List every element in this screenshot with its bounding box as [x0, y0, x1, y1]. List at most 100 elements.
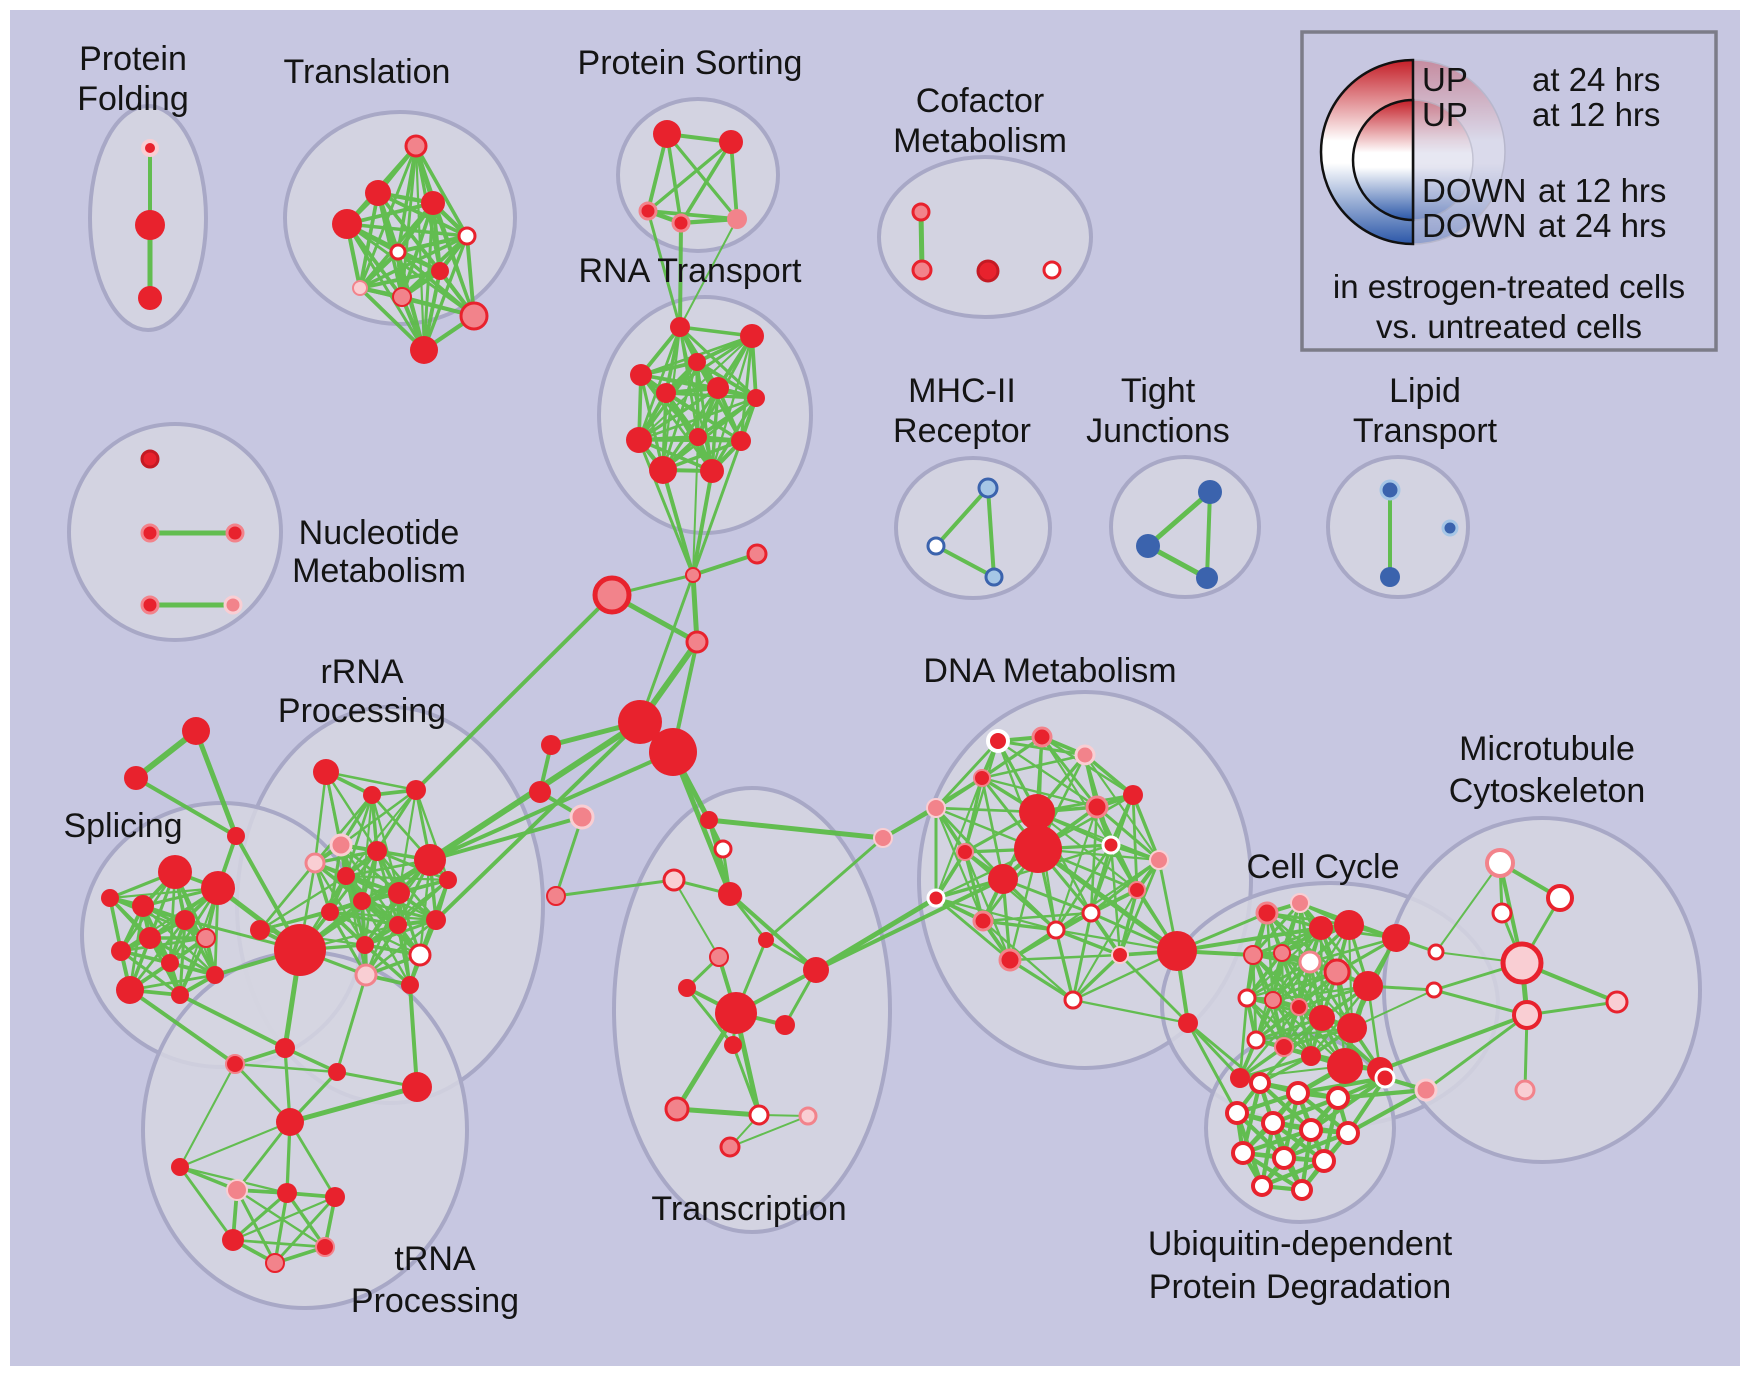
node-dna-metabolism-17[interactable]: [1046, 920, 1066, 940]
node-dna-metabolism-22[interactable]: [1063, 990, 1083, 1010]
node-translation-6[interactable]: [431, 262, 449, 280]
node-protein-folding-0[interactable]: [141, 139, 159, 157]
node-ubiquitin-degradation-9[interactable]: [1312, 1149, 1336, 1173]
node-rna-transport-10[interactable]: [649, 456, 677, 484]
node-rrna-processing-0[interactable]: [313, 759, 339, 785]
node-rna-transport-11[interactable]: [700, 459, 724, 483]
node-transcription-10[interactable]: [803, 957, 829, 983]
node-protein-sorting-0[interactable]: [653, 120, 681, 148]
node-transcription-4[interactable]: [758, 932, 774, 948]
node-cell-cycle-15[interactable]: [1246, 1030, 1266, 1050]
node-tight-junctions-2[interactable]: [1196, 567, 1218, 589]
node-trna-processing-2[interactable]: [328, 1063, 346, 1081]
node-cell-cycle-6[interactable]: [1273, 944, 1291, 962]
node-microtubule-cytoskeleton-1[interactable]: [1546, 884, 1574, 912]
node-ubiquitin-degradation-12[interactable]: [1374, 1067, 1396, 1089]
node-mhc-ii-receptor-1[interactable]: [926, 536, 946, 556]
node-cell-cycle-5[interactable]: [1243, 945, 1263, 965]
node-cell-cycle-9[interactable]: [1353, 971, 1383, 1001]
node-dna-metabolism-3[interactable]: [973, 769, 991, 787]
node-splicing-0[interactable]: [158, 855, 192, 889]
node-nucleotide-metabolism-0[interactable]: [140, 449, 160, 469]
node-trna-processing-10[interactable]: [315, 1237, 335, 1257]
node-dna-metabolism-4[interactable]: [926, 798, 946, 818]
node-ubiquitin-degradation-8[interactable]: [1272, 1146, 1296, 1170]
node-rna-transport-4[interactable]: [656, 383, 676, 403]
node-dna-metabolism-5[interactable]: [1085, 795, 1109, 819]
node-transcription-14[interactable]: [719, 1136, 741, 1158]
node-rrna-processing-5[interactable]: [367, 841, 387, 861]
node-microtubule-cytoskeleton-7[interactable]: [1605, 990, 1629, 1014]
node-trna-processing-9[interactable]: [222, 1229, 244, 1251]
node-splicing-7[interactable]: [196, 928, 216, 948]
node-dna-metabolism-18[interactable]: [1111, 946, 1129, 964]
node-protein-sorting-3[interactable]: [671, 213, 691, 233]
node-connector-nodes-10[interactable]: [873, 828, 893, 848]
node-rrna-processing-1[interactable]: [363, 786, 381, 804]
node-rna-transport-9[interactable]: [731, 431, 751, 451]
node-ubiquitin-degradation-11[interactable]: [1291, 1179, 1313, 1201]
node-rna-transport-0[interactable]: [670, 317, 690, 337]
node-trna-processing-8[interactable]: [325, 1187, 345, 1207]
node-lipid-transport-0[interactable]: [1379, 479, 1401, 501]
node-connector-nodes-3[interactable]: [685, 630, 709, 654]
node-ubiquitin-degradation-4[interactable]: [1261, 1111, 1285, 1135]
node-cell-cycle-11[interactable]: [1264, 991, 1282, 1009]
node-cell-cycle-7[interactable]: [1298, 950, 1322, 974]
node-cell-cycle-8[interactable]: [1323, 958, 1351, 986]
node-protein-sorting-1[interactable]: [719, 130, 743, 154]
node-trna-processing-3[interactable]: [402, 1072, 432, 1102]
node-translation-4[interactable]: [457, 226, 477, 246]
node-connector-nodes-11[interactable]: [182, 717, 210, 745]
node-dna-metabolism-12[interactable]: [1149, 850, 1169, 870]
node-mhc-ii-receptor-2[interactable]: [984, 567, 1004, 587]
node-dna-metabolism-15[interactable]: [972, 910, 994, 932]
node-transcription-2[interactable]: [662, 868, 686, 892]
node-ubiquitin-degradation-0[interactable]: [1249, 1072, 1271, 1094]
node-dna-metabolism-8[interactable]: [1019, 794, 1055, 830]
node-rrna-processing-2[interactable]: [406, 780, 426, 800]
node-nucleotide-metabolism-4[interactable]: [223, 595, 243, 615]
node-trna-processing-0[interactable]: [225, 1054, 245, 1074]
node-nucleotide-metabolism-1[interactable]: [140, 523, 160, 543]
node-lipid-transport-1[interactable]: [1380, 567, 1400, 587]
node-splicing-1[interactable]: [201, 871, 235, 905]
node-dna-metabolism-10[interactable]: [988, 864, 1018, 894]
node-splicing-6[interactable]: [111, 941, 131, 961]
node-cell-cycle-10[interactable]: [1237, 988, 1257, 1008]
node-rrna-processing-16[interactable]: [401, 976, 419, 994]
node-lipid-transport-2[interactable]: [1441, 519, 1459, 537]
node-transcription-9[interactable]: [724, 1036, 742, 1054]
node-dna-metabolism-14[interactable]: [926, 888, 946, 908]
node-microtubule-cytoskeleton-0[interactable]: [1485, 848, 1515, 878]
node-rna-transport-2[interactable]: [688, 353, 706, 371]
node-translation-7[interactable]: [352, 280, 368, 296]
node-dna-metabolism-19[interactable]: [998, 948, 1022, 972]
node-ubiquitin-degradation-6[interactable]: [1336, 1121, 1360, 1145]
node-microtubule-cytoskeleton-5[interactable]: [1500, 941, 1544, 985]
node-splicing-8[interactable]: [161, 954, 179, 972]
node-rrna-processing-9[interactable]: [353, 892, 371, 910]
node-splicing-2[interactable]: [132, 895, 154, 917]
node-trna-processing-6[interactable]: [226, 1179, 248, 1201]
node-dna-metabolism-7[interactable]: [956, 843, 974, 861]
node-cofactor-metabolism-0[interactable]: [911, 202, 931, 222]
node-splicing-10[interactable]: [171, 986, 189, 1004]
node-cell-cycle-3[interactable]: [1334, 910, 1364, 940]
node-microtubule-cytoskeleton-4[interactable]: [1425, 981, 1443, 999]
node-dna-metabolism-9[interactable]: [1014, 825, 1062, 873]
node-cell-cycle-0[interactable]: [1255, 901, 1279, 925]
node-ubiquitin-degradation-5[interactable]: [1299, 1118, 1323, 1142]
node-nucleotide-metabolism-3[interactable]: [140, 595, 160, 615]
node-cell-cycle-13[interactable]: [1309, 1005, 1335, 1031]
node-dna-metabolism-11[interactable]: [1101, 835, 1121, 855]
node-translation-2[interactable]: [421, 191, 445, 215]
node-cell-cycle-19[interactable]: [1327, 1048, 1363, 1084]
node-dna-metabolism-21[interactable]: [1178, 1013, 1198, 1033]
node-rrna-processing-10[interactable]: [321, 903, 339, 921]
node-transcription-13[interactable]: [798, 1106, 818, 1126]
node-rna-transport-3[interactable]: [630, 364, 652, 386]
node-rrna-processing-3[interactable]: [329, 833, 353, 857]
node-rrna-processing-18[interactable]: [250, 920, 270, 940]
node-translation-1[interactable]: [365, 180, 391, 206]
